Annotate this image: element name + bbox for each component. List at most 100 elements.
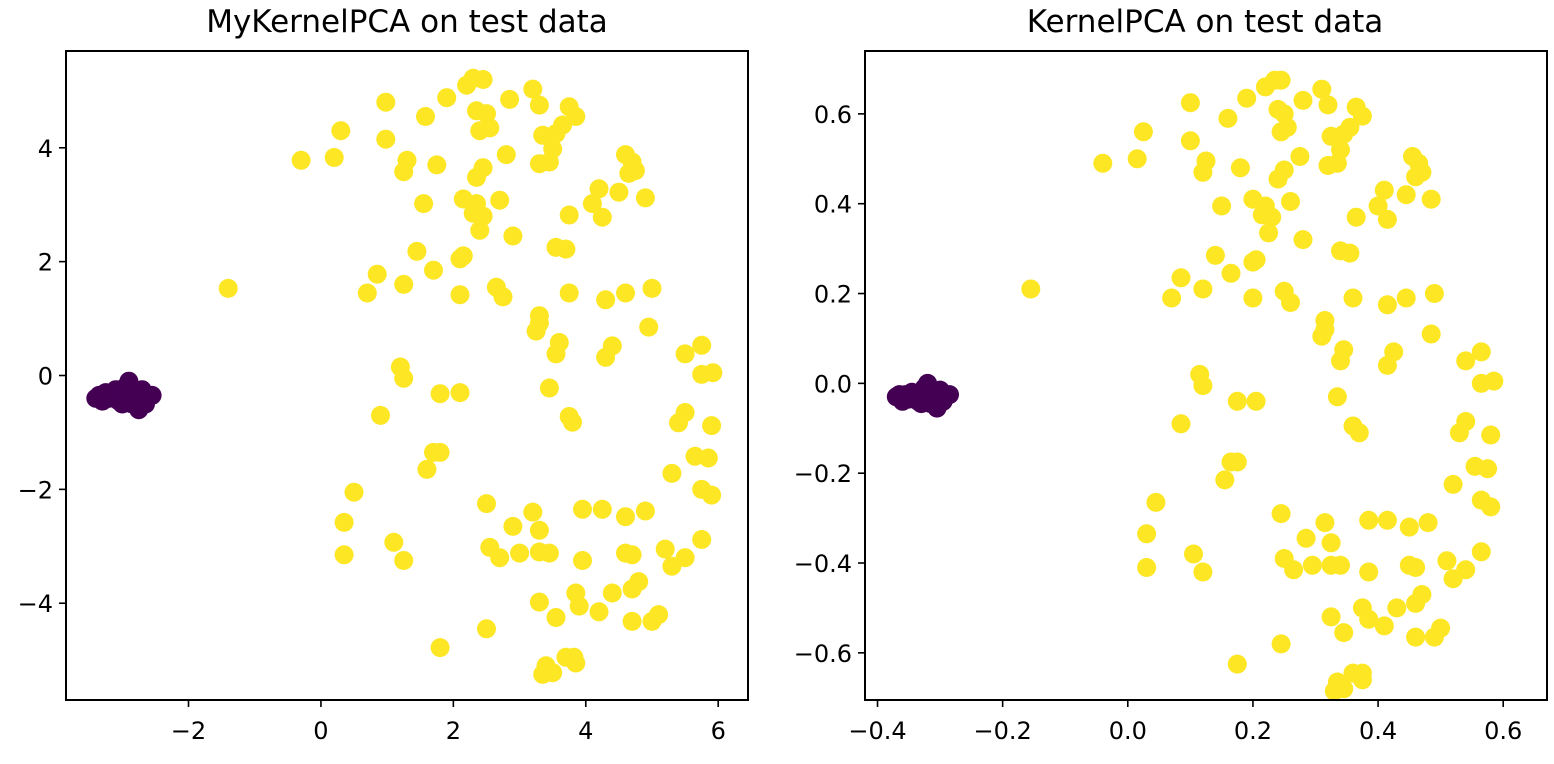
right-series-0-point-17 [940,385,959,405]
left-series-1-point-126 [629,572,649,592]
left-series-1-point-123 [569,596,589,616]
left-series-1-point-114 [692,335,712,355]
left-series-1-point-84 [417,459,437,479]
left-series-1-point-108 [675,548,695,568]
left-series-1-point-92 [490,548,510,568]
left-y-tick-label: −4 [18,590,53,618]
right-series-1-point-85 [1146,492,1166,512]
left-series-1-point-55 [394,274,414,294]
right-series-1-point-59 [1281,293,1300,312]
left-series-1-point-37 [589,179,609,199]
left-series-1-point-113 [675,344,695,364]
right-series-1-point-21 [1293,90,1313,110]
left-series-1-point-57 [450,285,470,305]
right-series-1-point-105 [1406,558,1426,577]
left-series-1-point-121 [702,485,722,505]
left-series-1-point-20 [496,145,516,165]
left-series-1-point-137 [543,663,563,683]
right-series-1-point-128 [1406,627,1426,647]
right-series-1-point-36 [1421,189,1441,209]
right-series-1-point-112 [1449,423,1469,443]
right-series-1-point-140 [1352,663,1372,683]
left-series-0-point-19 [112,394,132,414]
right-series-1-point-49 [1212,196,1232,216]
left-series-1-point-109 [692,530,712,549]
left-series-1-point-4 [376,92,396,112]
left-y-tick-label: 0 [38,363,53,391]
right-series-1-point-99 [1359,510,1379,530]
left-x-tick-label: 2 [446,717,461,745]
right-series-1-point-2 [1127,149,1147,169]
right-series-1-point-98 [1331,555,1350,575]
left-series-1-point-83 [430,442,450,462]
left-plot-frame [65,50,749,701]
right-chart-title: KernelPCA on test data [1027,4,1383,40]
left-series-1-point-10 [437,88,457,108]
right-series-1-point-119 [1478,459,1498,479]
left-series-1-point-53 [367,264,387,284]
left-series-1-point-112 [669,413,688,433]
right-series-1-point-124 [1387,598,1407,618]
right-y-tick-label: 0.6 [814,101,852,129]
right-series-1-point-47 [1281,192,1300,211]
left-series-1-point-7 [397,150,417,170]
left-series-1-point-134 [430,638,450,658]
left-series-1-point-47 [490,190,510,210]
left-series-1-point-71 [546,344,566,364]
left-series-1-point-105 [622,545,642,565]
left-series-1-point-62 [526,321,546,341]
left-series-1-point-5 [376,129,396,149]
left-series-1-point-93 [503,516,523,536]
right-series-1-point-133 [1271,634,1291,654]
left-series-1-point-130 [642,611,662,631]
right-series-1-point-68 [1424,284,1444,303]
left-series-1-point-103 [635,501,655,521]
left-subplot: MyKernelPCA on test data −2 0 2 4 6 −4 −2 0 2 4 [18,4,749,745]
right-series-1-point-108 [1456,560,1476,580]
right-series-1-point-53 [1171,268,1191,288]
left-series-1-point-36 [635,188,655,208]
right-series-1-point-45 [1262,207,1282,227]
right-y-axis-ticks: −0.6 −0.4 −0.2 0.0 0.2 0.4 0.6 [794,101,865,668]
left-series-1-point-48 [503,226,523,246]
left-series-1-point-56 [424,260,443,280]
left-series-1-point-59 [493,287,513,307]
right-series-1-point-69 [1421,324,1441,344]
left-series-1-point-88 [384,532,404,552]
right-series-1-point-80 [1349,423,1369,443]
right-y-tick-label: 0.4 [814,191,852,219]
right-y-tick-label: −0.4 [794,550,852,578]
right-series-1-point-87 [1137,558,1157,577]
right-series-1-point-46 [1259,223,1279,243]
right-series-1-point-109 [1471,542,1491,562]
right-x-tick-label: −0.2 [974,717,1032,745]
left-series-0-point-18 [89,385,109,405]
right-series-1-point-137 [1334,679,1354,699]
right-series-1-point-5 [1180,131,1200,151]
left-series-1-point-15 [477,104,496,124]
right-series-1-point-95 [1315,513,1335,533]
left-series-1-point-3 [331,121,351,141]
right-series-1-point-84 [1215,470,1235,490]
left-series-1-point-69 [639,317,659,337]
left-series-1-point-54 [357,283,377,303]
right-series-1-point-101 [1359,562,1379,582]
right-series-1-point-1 [1093,153,1113,173]
left-series-1-point-119 [698,448,718,468]
left-series-1-point-22 [523,79,543,99]
left-series-1-point-102 [616,507,635,527]
right-series-1-point-78 [1327,387,1347,407]
left-x-tick-label: 0 [313,717,328,745]
right-series-1-point-9 [1230,158,1250,178]
left-x-tick-label: 6 [711,717,726,745]
left-series-1-point-133 [477,619,496,639]
left-series-1-point-23 [529,95,549,115]
right-series-1-point-10 [1237,88,1257,108]
right-series-1-point-83 [1227,452,1247,472]
right-series-1-point-132 [1321,607,1341,627]
right-x-tick-label: 0.0 [1109,717,1147,745]
left-series-1-point-41 [559,205,579,225]
left-series-1-point-78 [539,378,559,398]
left-y-tick-label: 4 [38,135,53,163]
left-series-1-point-95 [523,502,543,522]
